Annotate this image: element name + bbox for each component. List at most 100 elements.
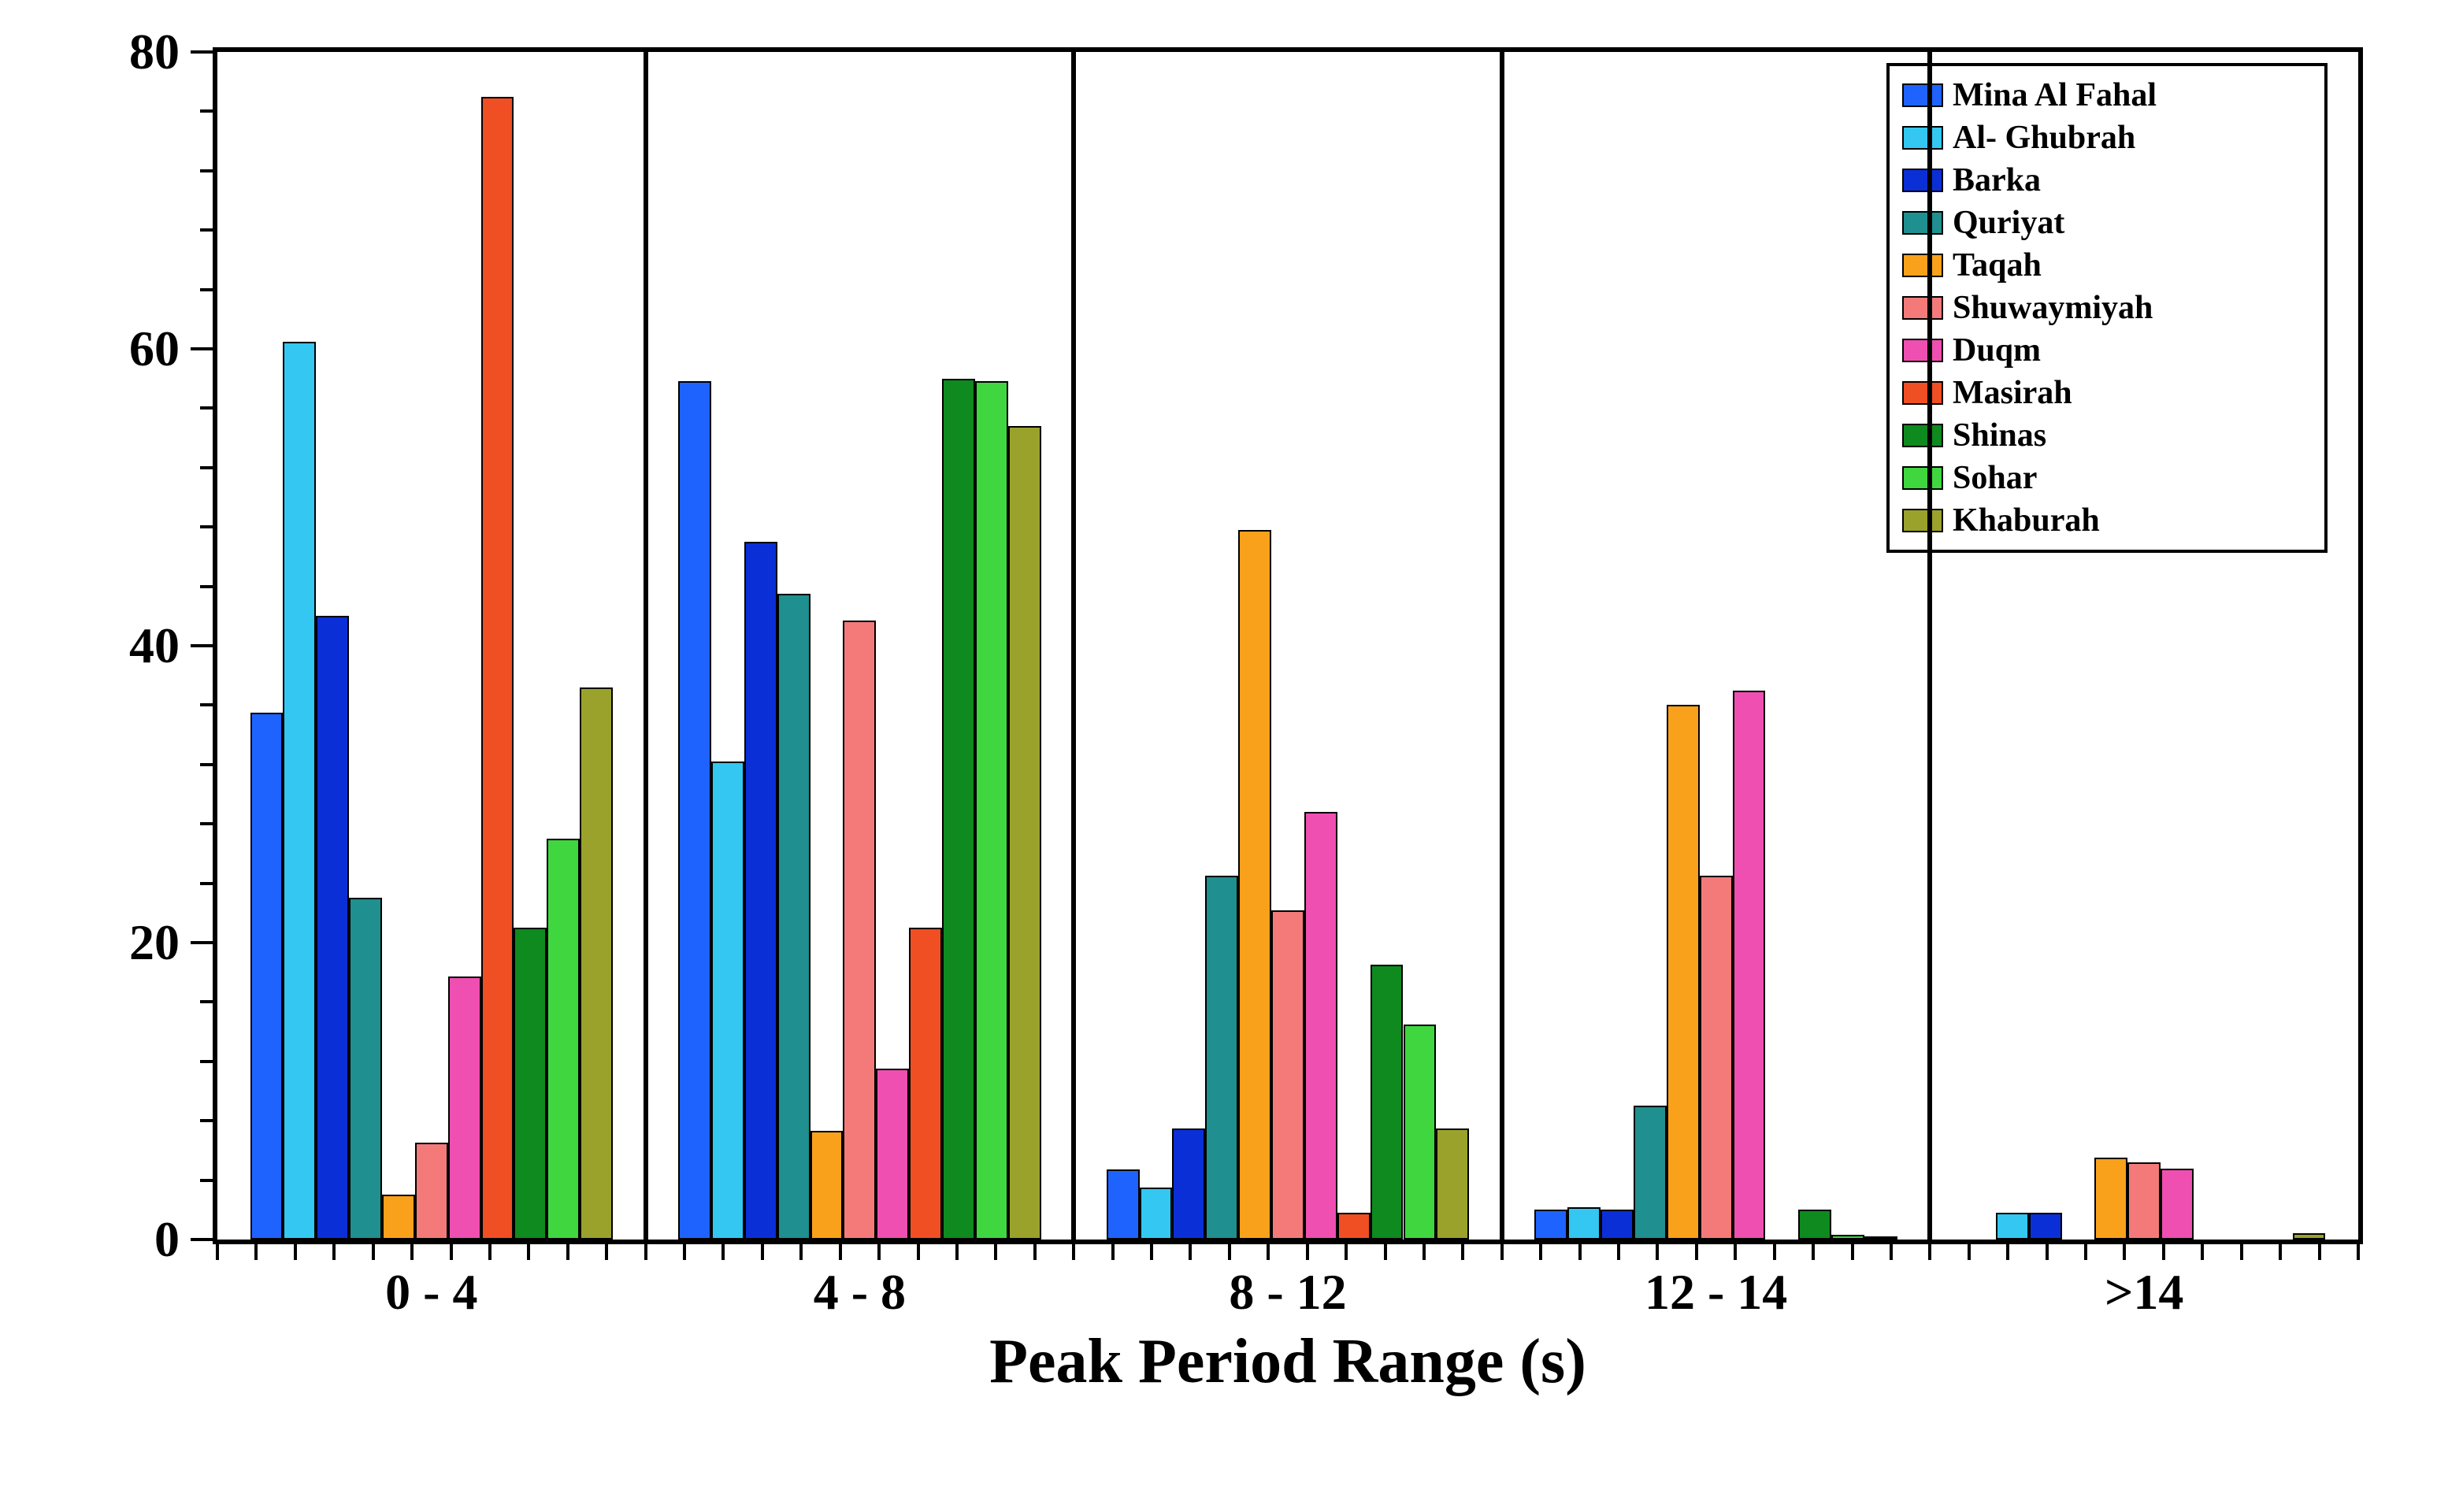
y-axis-minor-tick	[200, 1060, 213, 1063]
x-axis-minor-tick	[917, 1244, 920, 1260]
legend-swatch	[1902, 211, 1943, 235]
legend-label: Khaburah	[1953, 502, 2100, 539]
x-axis-minor-tick	[761, 1244, 764, 1260]
bar	[1831, 1235, 1864, 1240]
bar	[1205, 876, 1238, 1240]
x-axis-minor-tick	[994, 1244, 997, 1260]
x-axis-minor-tick	[1734, 1244, 1737, 1260]
bar	[2127, 1162, 2161, 1240]
x-axis-minor-tick	[2162, 1244, 2165, 1260]
bar	[777, 594, 810, 1240]
y-axis-minor-tick	[200, 169, 213, 172]
group-divider	[1071, 52, 1076, 1240]
legend-swatch	[1902, 381, 1943, 405]
y-axis-minor-tick	[200, 228, 213, 232]
x-axis-minor-tick	[877, 1244, 881, 1260]
bar	[876, 1069, 909, 1240]
y-axis-minor-tick	[200, 1179, 213, 1182]
x-axis-minor-tick	[1189, 1244, 1192, 1260]
legend-item: Mina Al Fahal	[1902, 74, 2312, 117]
x-axis-minor-tick	[1111, 1244, 1115, 1260]
y-axis-minor-tick	[200, 822, 213, 825]
bar	[1172, 1128, 1205, 1240]
x-axis-minor-tick	[2201, 1244, 2204, 1260]
bar	[316, 616, 349, 1240]
bar	[481, 97, 514, 1240]
bar	[1271, 910, 1304, 1240]
bar	[744, 542, 777, 1240]
bar	[1864, 1236, 1897, 1240]
x-axis-minor-tick	[1539, 1244, 1542, 1260]
y-axis-minor-tick	[200, 1000, 213, 1003]
bar	[1733, 691, 1766, 1240]
legend-swatch	[1902, 296, 1943, 320]
bar	[810, 1131, 844, 1240]
x-axis-minor-tick	[1384, 1244, 1387, 1260]
x-axis-minor-tick	[1150, 1244, 1153, 1260]
bar	[415, 1143, 448, 1240]
legend-swatch	[1902, 466, 1943, 490]
x-axis-minor-tick	[294, 1244, 297, 1260]
x-axis-minor-tick	[488, 1244, 491, 1260]
y-axis-minor-tick	[200, 525, 213, 528]
legend-swatch	[1902, 339, 1943, 362]
legend-item: Masirah	[1902, 372, 2312, 414]
x-axis-minor-tick	[1345, 1244, 1348, 1260]
x-axis-minor-tick	[1617, 1244, 1620, 1260]
bar	[2094, 1158, 2127, 1240]
x-axis-minor-tick	[605, 1244, 608, 1260]
x-axis-minor-tick	[1033, 1244, 1037, 1260]
x-axis-minor-tick	[1695, 1244, 1698, 1260]
bar	[1140, 1188, 1173, 1240]
bar	[250, 713, 284, 1240]
bar	[1798, 1210, 1831, 1240]
x-axis-minor-tick	[2006, 1244, 2009, 1260]
legend-swatch	[1902, 126, 1943, 150]
x-axis-minor-tick	[332, 1244, 336, 1260]
y-axis-major-tick	[191, 347, 213, 350]
x-axis-minor-tick	[1072, 1244, 1075, 1260]
y-axis-major-tick	[191, 50, 213, 54]
bar	[1667, 705, 1700, 1240]
legend-label: Al- Ghubrah	[1953, 119, 2135, 157]
bar	[1567, 1207, 1601, 1240]
x-axis-minor-tick	[799, 1244, 803, 1260]
x-axis-tick-label: 0 - 4	[385, 1263, 477, 1321]
x-axis-minor-tick	[1656, 1244, 1659, 1260]
group-divider	[1500, 52, 1504, 1240]
y-axis-tick-label: 40	[0, 617, 180, 675]
legend-item: Shinas	[1902, 414, 2312, 457]
y-axis-tick-label: 0	[0, 1210, 180, 1269]
bar	[1107, 1169, 1140, 1240]
bar	[283, 342, 316, 1240]
x-axis-minor-tick	[955, 1244, 959, 1260]
x-axis-tick-label: 8 - 12	[1229, 1263, 1346, 1321]
bar	[1404, 1025, 1437, 1240]
x-axis-minor-tick	[1851, 1244, 1854, 1260]
legend-item: Sohar	[1902, 457, 2312, 499]
bar	[1996, 1213, 2029, 1240]
bar	[711, 762, 744, 1240]
legend-swatch	[1902, 83, 1943, 107]
bar	[843, 621, 876, 1240]
bar	[1371, 965, 1404, 1240]
chart-stage: Frequency % Peak Period Range (s) Mina A…	[0, 0, 2437, 1512]
legend-label: Duqm	[1953, 332, 2041, 369]
x-axis-tick-label: >14	[2105, 1263, 2183, 1321]
legend-label: Quriyat	[1953, 204, 2064, 242]
group-divider	[1927, 52, 1932, 1240]
legend-swatch	[1902, 169, 1943, 192]
legend-item: Shuwaymiyah	[1902, 287, 2312, 329]
bar	[2029, 1213, 2062, 1240]
legend-label: Masirah	[1953, 374, 2072, 412]
legend-label: Sohar	[1953, 459, 2037, 497]
x-axis-minor-tick	[2123, 1244, 2126, 1260]
x-axis-minor-tick	[410, 1244, 414, 1260]
y-axis-minor-tick	[200, 763, 213, 766]
x-axis-minor-tick	[839, 1244, 842, 1260]
x-axis-minor-tick	[1500, 1244, 1504, 1260]
group-divider	[644, 52, 648, 1240]
legend-label: Shinas	[1953, 417, 2046, 454]
x-axis-minor-tick	[1578, 1244, 1582, 1260]
x-axis-minor-tick	[1306, 1244, 1309, 1260]
